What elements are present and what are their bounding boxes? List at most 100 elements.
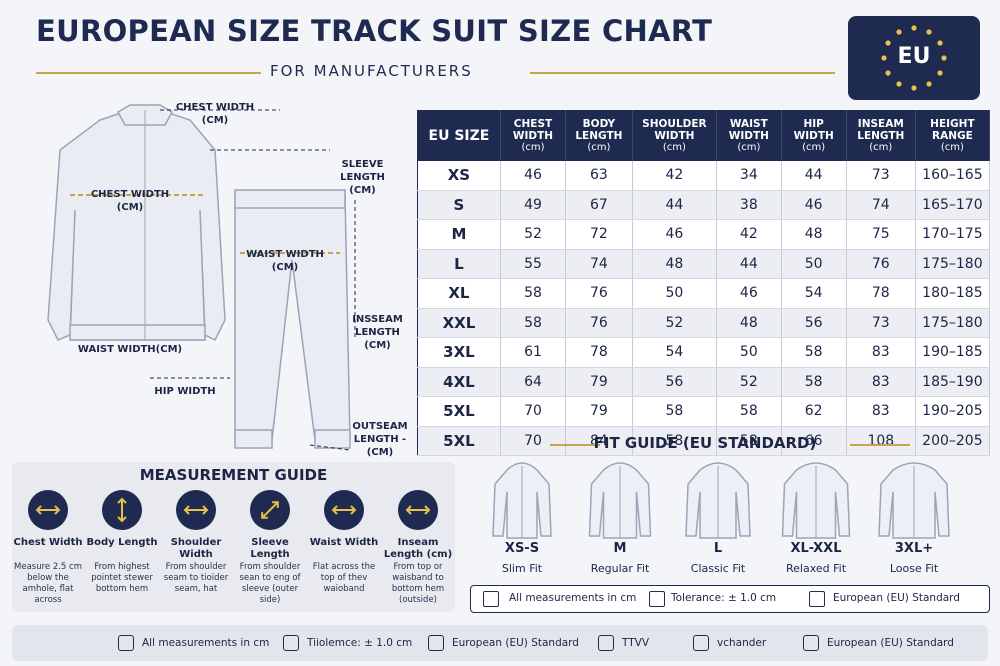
value-cell: 44: [781, 161, 847, 191]
diagram-label: OUTSEAM LENGTH - (CM): [352, 421, 408, 458]
value-cell: 52: [632, 308, 718, 338]
table-row: XL 58 76 50 46 54 78 180–185: [417, 278, 991, 309]
fit-note: All measurements in cm: [509, 592, 637, 604]
star: [896, 81, 902, 87]
value-cell: 76: [565, 308, 633, 338]
value-cell: 58: [716, 396, 782, 427]
table-row: M 52 72 46 42 48 75 170–175: [417, 219, 991, 250]
arrow: [183, 505, 209, 515]
arrow: [331, 505, 357, 515]
table-row: 3XL 61 78 54 50 58 83 190–185: [417, 337, 991, 368]
value-cell: 175–180: [915, 308, 991, 338]
fit-jacket: [588, 462, 652, 539]
column-header: CHEST WIDTH (cm): [500, 110, 567, 161]
value-cell: 72: [565, 219, 633, 250]
value-cell: 58: [716, 426, 782, 456]
value-cell: 42: [716, 219, 782, 250]
column-header: EU SIZE: [417, 110, 501, 161]
value-cell: 78: [846, 278, 916, 309]
value-cell: 67: [565, 190, 633, 220]
header-label: HIP WIDTH: [793, 118, 834, 142]
divider: [36, 72, 261, 74]
value-cell: 54: [781, 278, 847, 309]
value-cell: 58: [781, 367, 847, 397]
size-cell: M: [417, 219, 501, 250]
guide-icon: [250, 490, 290, 530]
value-cell: 46: [781, 190, 847, 220]
divider: [850, 444, 910, 446]
star: [937, 40, 943, 46]
table-row: 5XL 70 84 58 58 66 108 200–205: [417, 426, 991, 456]
value-cell: 46: [632, 219, 718, 250]
guide-name: Chest Width: [13, 537, 83, 548]
value-cell: 61: [500, 337, 567, 368]
cuff: [314, 429, 351, 449]
value-cell: 50: [781, 249, 847, 279]
header-label: INSEAM LENGTH: [857, 118, 905, 142]
guide-desc: From top or waisband to bottom hem (outs…: [391, 562, 445, 605]
fit-name: Slim Fit: [501, 562, 543, 575]
value-cell: 160–165: [915, 161, 991, 191]
value-cell: 62: [781, 396, 847, 427]
icon-arrow: [405, 505, 431, 515]
arrow: [117, 497, 127, 523]
value-cell: 49: [500, 190, 567, 220]
fit-jacket: [878, 462, 950, 539]
footer-item: TTVV: [622, 637, 650, 649]
header-unit: (cm): [521, 142, 545, 153]
size-cell: XS: [417, 161, 501, 191]
arrow: [35, 505, 61, 515]
star: [926, 81, 932, 87]
footer-item: All measurements in cm: [142, 637, 270, 649]
value-cell: 74: [565, 249, 633, 279]
diagram-label: SLEEVE LENGTH (CM): [340, 159, 385, 196]
size-cell: 3XL: [417, 337, 501, 368]
note-icon: [483, 591, 499, 607]
badge-text: EU: [897, 44, 931, 69]
hem: [69, 324, 206, 341]
diagram-label: INSSEAM LENGTH (CM): [352, 314, 403, 351]
value-cell: 75: [846, 219, 916, 250]
star: [881, 55, 887, 61]
value-cell: 74: [846, 190, 916, 220]
footer-icon: [803, 635, 819, 651]
fit-note: European (EU) Standard: [833, 592, 960, 604]
value-cell: 58: [500, 278, 567, 309]
value-cell: 50: [716, 337, 782, 368]
value-cell: 52: [500, 219, 567, 250]
jacket: [47, 109, 226, 342]
guide-name: Shoulder Width: [170, 537, 222, 560]
guide-name: Waist Width: [309, 537, 379, 548]
eu-badge: EU: [848, 16, 980, 100]
footer-bar: All measurements in cm Tiiolemce: ± 1.0 c…: [12, 625, 988, 661]
value-cell: 66: [781, 426, 847, 456]
diagram-label: HIP WIDTH: [154, 386, 216, 397]
size-cell: 5XL: [417, 426, 501, 456]
table-row: XXL 58 76 52 48 56 73 175–180: [417, 308, 991, 338]
header-label: CHEST WIDTH: [512, 118, 554, 142]
header-unit: (cm): [662, 142, 686, 153]
value-cell: 76: [565, 278, 633, 309]
column-header: WAIST WIDTH (cm): [716, 110, 782, 161]
section-title: MEASUREMENT GUIDE: [139, 466, 328, 484]
star: [911, 25, 917, 31]
value-cell: 83: [846, 396, 916, 427]
footer-icon: [598, 635, 614, 651]
header-label: EU SIZE: [428, 127, 490, 144]
value-cell: 79: [565, 396, 633, 427]
header-label: WAIST WIDTH: [728, 118, 769, 142]
icon-arrow: [183, 505, 209, 515]
column-header: INSEAM LENGTH (cm): [846, 110, 916, 161]
size-cell: 4XL: [417, 367, 501, 397]
value-cell: 58: [781, 337, 847, 368]
value-cell: 56: [781, 308, 847, 338]
star: [885, 40, 891, 46]
header-unit: (cm): [737, 142, 761, 153]
header-label: BODY LENGTH: [575, 118, 623, 142]
value-cell: 63: [565, 161, 633, 191]
size-cell: S: [417, 190, 501, 220]
size-cell: L: [417, 249, 501, 279]
header-label: SHOULDER WIDTH: [642, 118, 707, 142]
value-cell: 44: [632, 190, 718, 220]
value-cell: 180–185: [915, 278, 991, 309]
